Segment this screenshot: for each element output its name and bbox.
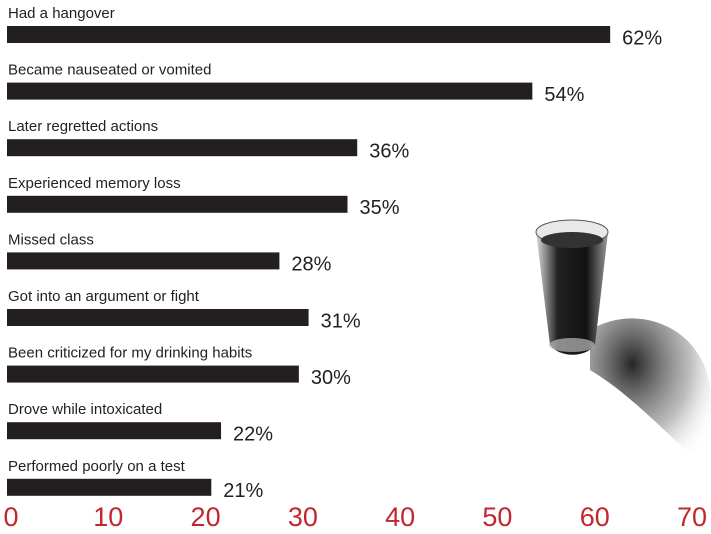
x-tick-label: 60 bbox=[580, 502, 610, 532]
bar bbox=[7, 422, 222, 440]
value-label: 28% bbox=[291, 254, 331, 276]
bar bbox=[7, 365, 299, 383]
x-tick-label: 40 bbox=[385, 502, 415, 532]
category-label: Performed poorly on a test bbox=[8, 458, 186, 475]
value-label: 21% bbox=[223, 480, 263, 502]
x-tick-label: 10 bbox=[93, 502, 123, 532]
category-label: Got into an argument or fight bbox=[8, 288, 200, 305]
value-label: 54% bbox=[544, 84, 584, 106]
category-label: Later regretted actions bbox=[8, 118, 158, 135]
x-tick-label: 0 bbox=[3, 502, 18, 532]
bar bbox=[7, 195, 348, 213]
x-tick-label: 70 bbox=[677, 502, 707, 532]
bar bbox=[7, 252, 280, 270]
bar bbox=[7, 139, 358, 157]
value-label: 22% bbox=[233, 423, 273, 445]
bar bbox=[7, 26, 611, 43]
category-label: Had a hangover bbox=[8, 5, 115, 22]
x-tick-label: 30 bbox=[288, 502, 318, 532]
value-label: 36% bbox=[369, 140, 409, 162]
value-label: 31% bbox=[321, 310, 361, 332]
bar bbox=[7, 82, 533, 100]
value-label: 35% bbox=[360, 197, 400, 219]
value-label: 30% bbox=[311, 367, 351, 389]
x-tick-label: 50 bbox=[482, 502, 512, 532]
category-label: Became nauseated or vomited bbox=[8, 62, 211, 79]
category-label: Drove while intoxicated bbox=[8, 401, 162, 418]
category-label: Experienced memory loss bbox=[8, 175, 181, 192]
value-label: 62% bbox=[622, 27, 662, 49]
category-label: Missed class bbox=[8, 231, 94, 248]
category-label: Been criticized for my drinking habits bbox=[8, 345, 252, 362]
bar bbox=[7, 309, 309, 326]
x-tick-label: 20 bbox=[191, 502, 221, 532]
bar bbox=[7, 478, 212, 496]
shot-glass-illustration bbox=[535, 219, 711, 470]
